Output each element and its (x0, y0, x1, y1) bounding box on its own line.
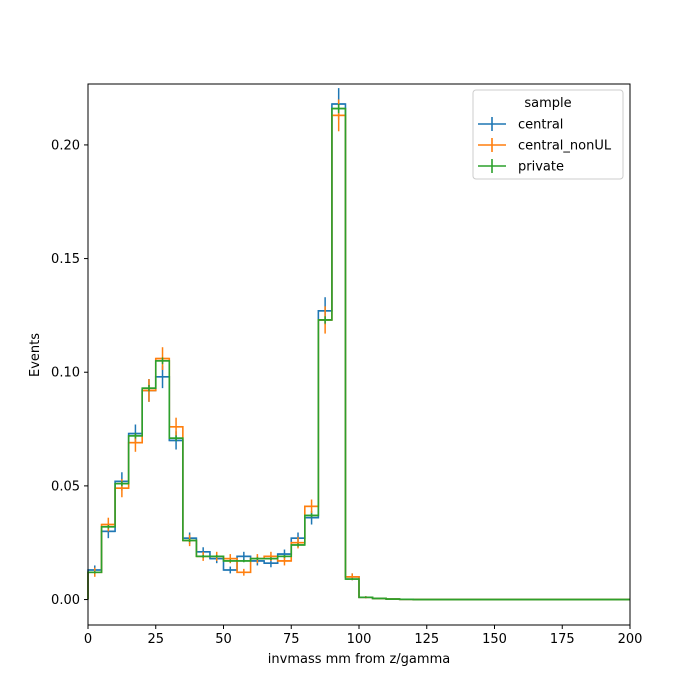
y-tick-label: 0.00 (51, 593, 80, 608)
x-axis: 0 25 50 75 100 125 150 175 200 (84, 625, 643, 647)
legend-title: sample (524, 96, 571, 111)
legend-label: central (518, 118, 563, 133)
data-layer (87, 88, 630, 601)
x-tick-label: 0 (84, 632, 92, 647)
y-axis-label: Events (28, 333, 43, 377)
legend-label: central_nonUL (518, 139, 612, 154)
x-tick-label: 75 (283, 632, 300, 647)
y-axis: 0.00 0.05 0.10 0.15 0.20 (51, 138, 88, 608)
x-tick-label: 150 (482, 632, 507, 647)
y-tick-label: 0.15 (51, 252, 80, 267)
x-tick-label: 100 (347, 632, 372, 647)
x-tick-label: 50 (215, 632, 232, 647)
x-tick-label: 175 (550, 632, 575, 647)
legend-box (472, 89, 624, 180)
x-axis-label: invmass mm from z/gamma (268, 652, 450, 667)
y-tick-label: 0.20 (51, 138, 80, 153)
legend-label: private (518, 160, 564, 175)
x-tick-label: 200 (618, 632, 643, 647)
x-tick-label: 125 (414, 632, 439, 647)
y-tick-label: 0.05 (51, 479, 80, 494)
series-private (87, 104, 630, 601)
y-tick-label: 0.10 (51, 366, 80, 381)
x-tick-label: 25 (147, 632, 164, 647)
